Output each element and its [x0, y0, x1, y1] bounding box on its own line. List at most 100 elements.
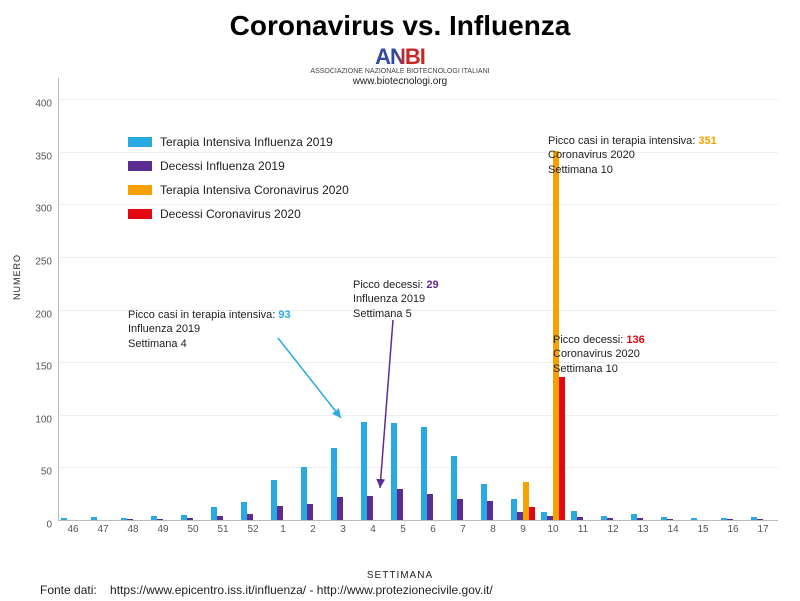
source-line: Fonte dati: https://www.epicentro.iss.it…	[40, 583, 493, 597]
y-axis	[58, 78, 59, 520]
x-tick-label: 16	[727, 524, 738, 535]
bar	[511, 499, 517, 520]
x-tick-label: 51	[217, 524, 228, 535]
x-tick-label: 17	[757, 524, 768, 535]
gridline	[58, 99, 778, 100]
x-tick-label: 3	[340, 524, 346, 535]
bar	[637, 518, 643, 520]
bar	[397, 489, 403, 520]
bar	[307, 504, 313, 520]
bar	[91, 517, 97, 520]
legend-swatch	[128, 185, 152, 195]
x-tick-label: 10	[547, 524, 558, 535]
bar	[331, 448, 337, 520]
annotation-cov_icu: Picco casi in terapia intensiva: 351Coro…	[548, 134, 717, 177]
y-tick-label: 150	[35, 362, 52, 373]
x-tick-label: 6	[430, 524, 436, 535]
x-tick-label: 7	[460, 524, 466, 535]
bar	[607, 518, 613, 520]
bar	[151, 516, 157, 520]
bar	[559, 377, 565, 520]
legend-item: Terapia Intensiva Coronavirus 2020	[128, 178, 349, 202]
bar	[721, 518, 727, 520]
bar	[367, 496, 373, 520]
x-tick-label: 15	[697, 524, 708, 535]
y-tick-label: 200	[35, 309, 52, 320]
bar	[541, 512, 547, 520]
legend-label: Decessi Influenza 2019	[160, 154, 285, 178]
bar	[277, 506, 283, 520]
bar	[211, 507, 217, 520]
y-tick-label: 50	[41, 467, 52, 478]
bar	[61, 518, 67, 520]
x-tick-label: 47	[97, 524, 108, 535]
bar	[271, 480, 277, 520]
bar	[727, 519, 733, 520]
bar	[181, 515, 187, 520]
x-axis	[58, 520, 778, 521]
x-tick-label: 1	[280, 524, 286, 535]
legend-label: Terapia Intensiva Coronavirus 2020	[160, 178, 349, 202]
bar	[751, 517, 757, 520]
annotation-flu_deaths: Picco decessi: 29Influenza 2019Settimana…	[353, 278, 439, 321]
legend-label: Decessi Coronavirus 2020	[160, 202, 301, 226]
page-title: Coronavirus vs. Influenza	[0, 0, 800, 42]
logo-text: ANBI	[375, 44, 425, 70]
bar	[157, 519, 163, 520]
legend-item: Decessi Coronavirus 2020	[128, 202, 349, 226]
bar	[457, 499, 463, 520]
bar	[517, 512, 523, 520]
gridline	[58, 415, 778, 416]
bar	[337, 497, 343, 520]
bar	[247, 514, 253, 520]
bar	[757, 519, 763, 520]
x-tick-label: 48	[127, 524, 138, 535]
gridline	[58, 467, 778, 468]
bar	[577, 517, 583, 520]
bar	[427, 494, 433, 520]
bar	[487, 501, 493, 520]
bar	[529, 507, 535, 520]
bar	[601, 516, 607, 520]
legend-swatch	[128, 209, 152, 219]
chart-area: 0501001502002503003504004647484950515212…	[58, 78, 778, 538]
bar	[451, 456, 457, 520]
x-tick-label: 12	[607, 524, 618, 535]
bar	[691, 518, 697, 520]
legend-item: Terapia Intensiva Influenza 2019	[128, 130, 349, 154]
legend: Terapia Intensiva Influenza 2019Decessi …	[128, 130, 349, 226]
bar	[523, 482, 529, 520]
y-tick-label: 100	[35, 414, 52, 425]
x-tick-label: 46	[67, 524, 78, 535]
x-tick-label: 49	[157, 524, 168, 535]
bar	[547, 516, 553, 520]
x-axis-title: SETTIMANA	[367, 570, 433, 581]
bar	[481, 484, 487, 520]
bar	[631, 514, 637, 520]
x-tick-label: 4	[370, 524, 376, 535]
legend-swatch	[128, 161, 152, 171]
x-tick-label: 50	[187, 524, 198, 535]
bar	[121, 518, 127, 520]
gridline	[58, 257, 778, 258]
legend-swatch	[128, 137, 152, 147]
y-tick-label: 350	[35, 151, 52, 162]
bar	[421, 427, 427, 520]
x-tick-label: 14	[667, 524, 678, 535]
annotation-cov_deaths: Picco decessi: 136Coronavirus 2020Settim…	[553, 333, 645, 376]
y-axis-title: NUMERO	[12, 254, 22, 300]
x-tick-label: 11	[578, 524, 588, 535]
x-tick-label: 52	[247, 524, 258, 535]
bar	[127, 519, 133, 520]
bar	[301, 467, 307, 520]
annotation-flu_icu: Picco casi in terapia intensiva: 93Influ…	[128, 308, 291, 351]
bar	[571, 511, 577, 520]
x-tick-label: 8	[490, 524, 496, 535]
legend-label: Terapia Intensiva Influenza 2019	[160, 130, 333, 154]
y-tick-label: 250	[35, 256, 52, 267]
x-tick-label: 2	[310, 524, 316, 535]
y-tick-label: 300	[35, 204, 52, 215]
x-tick-label: 13	[637, 524, 648, 535]
gridline	[58, 362, 778, 363]
y-tick-label: 0	[46, 520, 52, 531]
